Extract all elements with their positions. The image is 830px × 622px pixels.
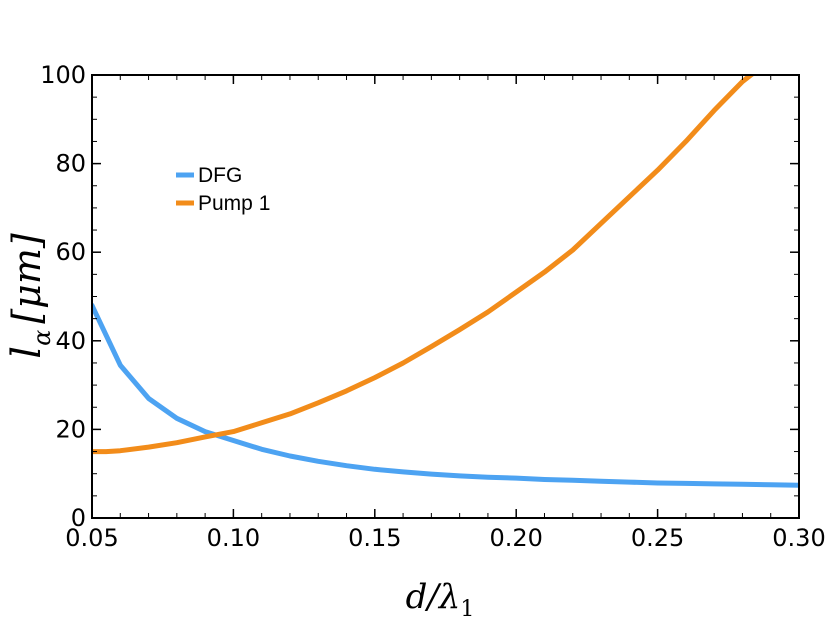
x-tick-label: 0.30 [772, 524, 825, 552]
x-axis-label: d/λ1 [406, 577, 475, 622]
y-tick-label: 20 [55, 415, 86, 443]
y-tick-label: 0 [71, 504, 86, 532]
series-line-pump-1 [92, 75, 756, 455]
y-axis-label-main: l [4, 346, 50, 359]
x-tick-label: 0.10 [207, 524, 260, 552]
legend-label-dfg: DFG [198, 164, 242, 187]
legend: DFG Pump 1 [176, 164, 270, 215]
x-tick-label: 0.15 [348, 524, 401, 552]
y-tick-label: 60 [55, 238, 86, 266]
series-layer [92, 75, 799, 488]
x-tick-label: 0.20 [489, 524, 542, 552]
y-axis-label: lα [μm] [4, 233, 56, 359]
x-axis-label-sub: 1 [460, 597, 474, 622]
axis-ticks: 0.05 0.10 0.15 0.20 0.25 0.30 0 20 40 60 80 100 [40, 61, 826, 552]
plot-frame [91, 74, 800, 519]
x-tick-label: 0.25 [631, 524, 684, 552]
y-axis-label-sub: α [28, 330, 56, 346]
x-axis-label-main: d/λ [406, 577, 461, 617]
y-tick-label: 80 [55, 150, 86, 178]
y-tick-label: 100 [40, 61, 86, 89]
legend-label-pump-1: Pump 1 [198, 192, 270, 215]
series-line-dfg [92, 302, 799, 488]
x-tick-label: 0.05 [65, 524, 118, 552]
y-tick-label: 40 [55, 327, 86, 355]
y-axis-label-unit: [μm] [5, 233, 49, 324]
